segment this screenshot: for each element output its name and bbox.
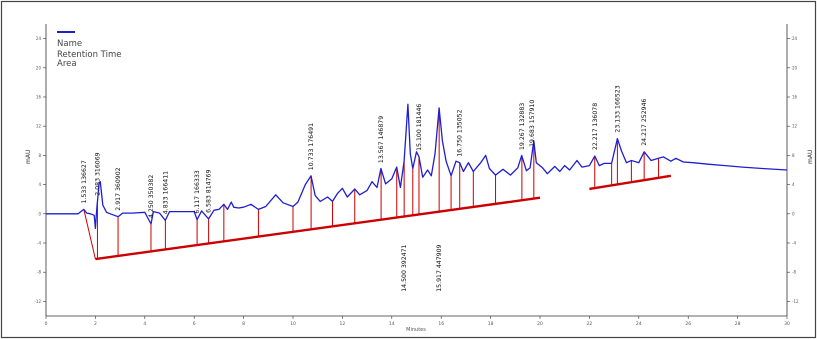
- legend-block: Name Retention Time Area: [57, 31, 122, 69]
- peak-label: 19.267 132883: [519, 103, 526, 150]
- x-tick-label: 22: [587, 321, 593, 327]
- x-tick-label: 4: [143, 321, 146, 327]
- x-tick-label: 14: [389, 321, 395, 327]
- drop-lines: [83, 107, 660, 260]
- y-tick-label-right: 24: [792, 36, 798, 41]
- peak-label: 19.683 157910: [529, 100, 536, 147]
- y-tick-label-left: -8: [37, 270, 41, 275]
- y-tick-label-right: 20: [792, 65, 798, 70]
- y-tick-label-left: 4: [38, 182, 41, 187]
- peak-label: 23.133 166523: [614, 85, 621, 132]
- peak-label: 10.733 176491: [308, 123, 315, 170]
- y-tick-label-left: 24: [36, 36, 42, 41]
- peak-label: 2.917 360902: [115, 167, 122, 210]
- y-axis-label-right: mAU: [807, 150, 814, 164]
- baselines: [95, 174, 672, 261]
- x-tick-label: 26: [685, 321, 691, 327]
- y-tick-label-left: 0: [38, 211, 41, 216]
- series-line: [46, 103, 788, 230]
- peak-label: 22.217 136078: [592, 103, 599, 150]
- peak-label: 24.217 252946: [641, 98, 648, 145]
- peak-label: 13.567 146879: [378, 116, 385, 163]
- x-tick-label: 16: [438, 321, 444, 327]
- x-tick-label: 28: [735, 321, 741, 327]
- chromatogram-trace: [46, 103, 788, 230]
- peak-label: 4.833 166411: [162, 171, 169, 214]
- y-tick-label-left: 12: [36, 124, 42, 129]
- y-tick-label-right: 8: [792, 153, 795, 158]
- y-tick-label-right: -4: [792, 241, 796, 246]
- x-tick-label: 8: [242, 321, 245, 327]
- x-axis-label: Minutes: [406, 327, 426, 333]
- integration-baseline: [95, 196, 541, 261]
- x-tick-label: 30: [784, 321, 790, 327]
- y-tick-label-right: -8: [792, 270, 796, 275]
- peak-label: 14.500 392471: [401, 244, 408, 291]
- y-tick-label-left: 8: [38, 153, 41, 158]
- x-tick-label: 12: [340, 321, 346, 327]
- x-tick-label: 0: [45, 321, 48, 327]
- x-tick-label: 24: [636, 321, 642, 327]
- drop-line: [83, 209, 96, 260]
- y-tick-label-left: 16: [36, 95, 42, 100]
- info-line-retention-time: Retention Time: [57, 50, 122, 60]
- peak-label: 1.533 136627: [81, 160, 88, 203]
- x-tick-label: 18: [488, 321, 494, 327]
- info-line-area: Area: [57, 59, 77, 69]
- x-tick-label: 20: [537, 321, 543, 327]
- peak-label: 2.083 316069: [95, 152, 102, 195]
- info-line-name: Name: [57, 39, 82, 49]
- peak-label: 6.583 814769: [206, 170, 213, 213]
- y-tick-label-right: 16: [792, 95, 798, 100]
- peak-label: 16.750 135052: [457, 109, 464, 156]
- peak-label: 15.100 181446: [416, 104, 423, 151]
- peak-label: 4.250 350382: [148, 175, 155, 218]
- y-tick-label-left: -4: [37, 241, 41, 246]
- x-tick-label: 6: [193, 321, 196, 327]
- y-tick-label-left: 20: [36, 65, 42, 70]
- peak-labels: 1.533 136627 2.083 316069 2.917 360902 4.25…: [81, 85, 648, 291]
- y-tick-label-right: 4: [792, 182, 795, 187]
- y-tick-label-right: 12: [792, 124, 798, 129]
- peak-label: 15.917 447909: [436, 244, 443, 291]
- y-tick-label-left: -12: [34, 299, 41, 304]
- y-tick-label-right: 0: [792, 211, 795, 216]
- y-axis-label-left: mAU: [25, 150, 32, 164]
- x-tick-label: 2: [94, 321, 97, 327]
- peak-label: 6.117 166333: [194, 170, 201, 213]
- integration-baseline: [589, 174, 672, 191]
- x-tick-label: 10: [290, 321, 296, 327]
- y-tick-label-right: -12: [792, 299, 799, 304]
